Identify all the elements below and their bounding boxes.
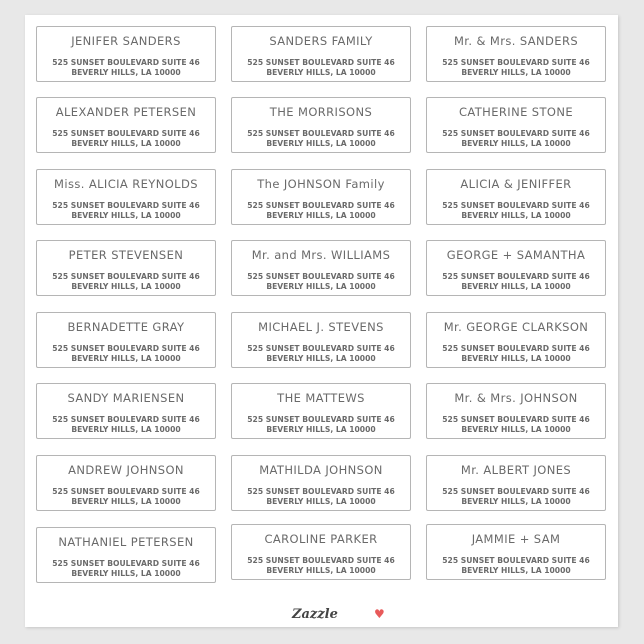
address-label[interactable]: SANDERS FAMILY 525 SUNSET BOULEVARD SUITE…	[231, 26, 411, 82]
address-label[interactable]: NATHANIEL PETERSEN 525 SUNSET BOULEVARD S…	[36, 527, 216, 583]
address-label[interactable]: SANDY MARIENSEN 525 SUNSET BOULEVARD SUIT…	[36, 383, 216, 439]
address-line-1: 525 SUNSET BOULEVARD SUITE 46	[52, 58, 200, 67]
address-label[interactable]: CATHERINE STONE 525 SUNSET BOULEVARD SUIT…	[426, 97, 606, 153]
recipient-name: Mr. ALBERT JONES	[460, 463, 572, 477]
recipient-name: The JOHNSON Family	[257, 177, 385, 191]
address-label[interactable]: Mr. ALBERT JONES 525 SUNSET BOULEVARD SUI…	[426, 455, 606, 511]
address-line-2: BEVERLY HILLS, LA 10000	[266, 566, 376, 575]
recipient-name: SANDERS FAMILY	[269, 34, 373, 48]
address-line-2: BEVERLY HILLS, LA 10000	[461, 211, 571, 220]
address-line-2: BEVERLY HILLS, LA 10000	[266, 354, 376, 363]
address-label[interactable]: JENIFER SANDERS 525 SUNSET BOULEVARD SUIT…	[36, 26, 216, 82]
recipient-name: Mr. & Mrs. SANDERS	[453, 34, 579, 48]
address-line-2: BEVERLY HILLS, LA 10000	[461, 282, 571, 291]
address-line-2: BEVERLY HILLS, LA 10000	[461, 354, 571, 363]
address-line-1: 525 SUNSET BOULEVARD SUITE 46	[442, 201, 590, 210]
recipient-name: SANDY MARIENSEN	[67, 391, 185, 405]
recipient-name: ALICIA & JENIFFER	[460, 177, 572, 191]
address-line-2: BEVERLY HILLS, LA 10000	[71, 211, 181, 220]
address-line-1: 525 SUNSET BOULEVARD SUITE 46	[52, 344, 200, 353]
address-line-1: 525 SUNSET BOULEVARD SUITE 46	[247, 556, 395, 565]
address-line-2: BEVERLY HILLS, LA 10000	[71, 282, 181, 291]
address-label[interactable]: THE MATTEWS 525 SUNSET BOULEVARD SUITE 46…	[231, 383, 411, 439]
address-line-2: BEVERLY HILLS, LA 10000	[266, 425, 376, 434]
recipient-name: GEORGE + SAMANTHA	[446, 248, 586, 262]
address-line-1: 525 SUNSET BOULEVARD SUITE 46	[442, 58, 590, 67]
address-line-1: 525 SUNSET BOULEVARD SUITE 46	[247, 415, 395, 424]
address-line-2: BEVERLY HILLS, LA 10000	[266, 68, 376, 77]
address-line-2: BEVERLY HILLS, LA 10000	[461, 566, 571, 575]
address-line-2: BEVERLY HILLS, LA 10000	[71, 425, 181, 434]
recipient-name: Miss. ALICIA REYNOLDS	[54, 177, 198, 191]
address-line-1: 525 SUNSET BOULEVARD SUITE 46	[52, 415, 200, 424]
address-line-1: 525 SUNSET BOULEVARD SUITE 46	[52, 201, 200, 210]
address-line-1: 525 SUNSET BOULEVARD SUITE 46	[52, 559, 200, 568]
zazzle-logo: Zazzle	[292, 607, 338, 622]
recipient-name: THE MORRISONS	[269, 105, 373, 119]
address-line-2: BEVERLY HILLS, LA 10000	[461, 139, 571, 148]
recipient-name: Mr. and Mrs. WILLIAMS	[251, 248, 391, 262]
address-line-2: BEVERLY HILLS, LA 10000	[461, 497, 571, 506]
address-label[interactable]: Mr. GEORGE CLARKSON 525 SUNSET BOULEVARD …	[426, 312, 606, 368]
recipient-name: BERNADETTE GRAY	[67, 320, 185, 334]
address-line-1: 525 SUNSET BOULEVARD SUITE 46	[442, 415, 590, 424]
recipient-name: Mr. & Mrs. JOHNSON	[454, 391, 578, 405]
address-label[interactable]: ANDREW JOHNSON 525 SUNSET BOULEVARD SUITE…	[36, 455, 216, 511]
address-line-2: BEVERLY HILLS, LA 10000	[266, 497, 376, 506]
address-label[interactable]: GEORGE + SAMANTHA 525 SUNSET BOULEVARD SU…	[426, 240, 606, 296]
sticker-sheet: Zazzle ♥ JENIFER SANDERS 525 SUNSET BOULE…	[25, 15, 618, 627]
address-label[interactable]: MICHAEL J. STEVENS 525 SUNSET BOULEVARD S…	[231, 312, 411, 368]
address-line-1: 525 SUNSET BOULEVARD SUITE 46	[52, 272, 200, 281]
address-line-1: 525 SUNSET BOULEVARD SUITE 46	[247, 344, 395, 353]
address-line-1: 525 SUNSET BOULEVARD SUITE 46	[247, 272, 395, 281]
address-line-2: BEVERLY HILLS, LA 10000	[71, 139, 181, 148]
address-line-2: BEVERLY HILLS, LA 10000	[266, 139, 376, 148]
address-label[interactable]: Mr. & Mrs. JOHNSON 525 SUNSET BOULEVARD S…	[426, 383, 606, 439]
address-line-2: BEVERLY HILLS, LA 10000	[71, 569, 181, 578]
address-line-1: 525 SUNSET BOULEVARD SUITE 46	[247, 58, 395, 67]
address-line-1: 525 SUNSET BOULEVARD SUITE 46	[247, 201, 395, 210]
recipient-name: PETER STEVENSEN	[68, 248, 184, 262]
address-line-1: 525 SUNSET BOULEVARD SUITE 46	[442, 344, 590, 353]
recipient-name: Mr. GEORGE CLARKSON	[443, 320, 589, 334]
address-label[interactable]: Mr. & Mrs. SANDERS 525 SUNSET BOULEVARD S…	[426, 26, 606, 82]
recipient-name: JENIFER SANDERS	[71, 34, 181, 48]
address-line-1: 525 SUNSET BOULEVARD SUITE 46	[442, 556, 590, 565]
address-line-2: BEVERLY HILLS, LA 10000	[71, 354, 181, 363]
address-line-2: BEVERLY HILLS, LA 10000	[266, 282, 376, 291]
address-label[interactable]: Miss. ALICIA REYNOLDS 525 SUNSET BOULEVAR…	[36, 169, 216, 225]
recipient-name: CAROLINE PARKER	[264, 532, 378, 546]
recipient-name: MATHILDA JOHNSON	[259, 463, 383, 477]
address-line-2: BEVERLY HILLS, LA 10000	[71, 68, 181, 77]
address-label[interactable]: PETER STEVENSEN 525 SUNSET BOULEVARD SUIT…	[36, 240, 216, 296]
address-line-1: 525 SUNSET BOULEVARD SUITE 46	[52, 129, 200, 138]
address-label[interactable]: ALICIA & JENIFFER 525 SUNSET BOULEVARD SU…	[426, 169, 606, 225]
address-line-1: 525 SUNSET BOULEVARD SUITE 46	[442, 487, 590, 496]
recipient-name: NATHANIEL PETERSEN	[58, 535, 194, 549]
address-line-1: 525 SUNSET BOULEVARD SUITE 46	[247, 129, 395, 138]
address-line-1: 525 SUNSET BOULEVARD SUITE 46	[442, 272, 590, 281]
recipient-name: ANDREW JOHNSON	[68, 463, 184, 477]
recipient-name: MICHAEL J. STEVENS	[258, 320, 384, 334]
address-label[interactable]: BERNADETTE GRAY 525 SUNSET BOULEVARD SUIT…	[36, 312, 216, 368]
recipient-name: JAMMIE + SAM	[471, 532, 561, 546]
recipient-name: ALEXANDER PETERSEN	[55, 105, 197, 119]
address-label[interactable]: Mr. and Mrs. WILLIAMS 525 SUNSET BOULEVAR…	[231, 240, 411, 296]
address-label[interactable]: JAMMIE + SAM 525 SUNSET BOULEVARD SUITE 4…	[426, 524, 606, 580]
address-line-1: 525 SUNSET BOULEVARD SUITE 46	[247, 487, 395, 496]
address-line-2: BEVERLY HILLS, LA 10000	[71, 497, 181, 506]
heart-icon: ♥	[374, 607, 385, 621]
address-label[interactable]: CAROLINE PARKER 525 SUNSET BOULEVARD SUIT…	[231, 524, 411, 580]
address-label[interactable]: ALEXANDER PETERSEN 525 SUNSET BOULEVARD S…	[36, 97, 216, 153]
address-line-2: BEVERLY HILLS, LA 10000	[461, 68, 571, 77]
address-label[interactable]: The JOHNSON Family 525 SUNSET BOULEVARD S…	[231, 169, 411, 225]
recipient-name: THE MATTEWS	[277, 391, 365, 405]
address-label[interactable]: THE MORRISONS 525 SUNSET BOULEVARD SUITE …	[231, 97, 411, 153]
address-label[interactable]: MATHILDA JOHNSON 525 SUNSET BOULEVARD SUI…	[231, 455, 411, 511]
address-line-2: BEVERLY HILLS, LA 10000	[266, 211, 376, 220]
recipient-name: CATHERINE STONE	[458, 105, 574, 119]
address-line-1: 525 SUNSET BOULEVARD SUITE 46	[52, 487, 200, 496]
address-line-2: BEVERLY HILLS, LA 10000	[461, 425, 571, 434]
address-line-1: 525 SUNSET BOULEVARD SUITE 46	[442, 129, 590, 138]
